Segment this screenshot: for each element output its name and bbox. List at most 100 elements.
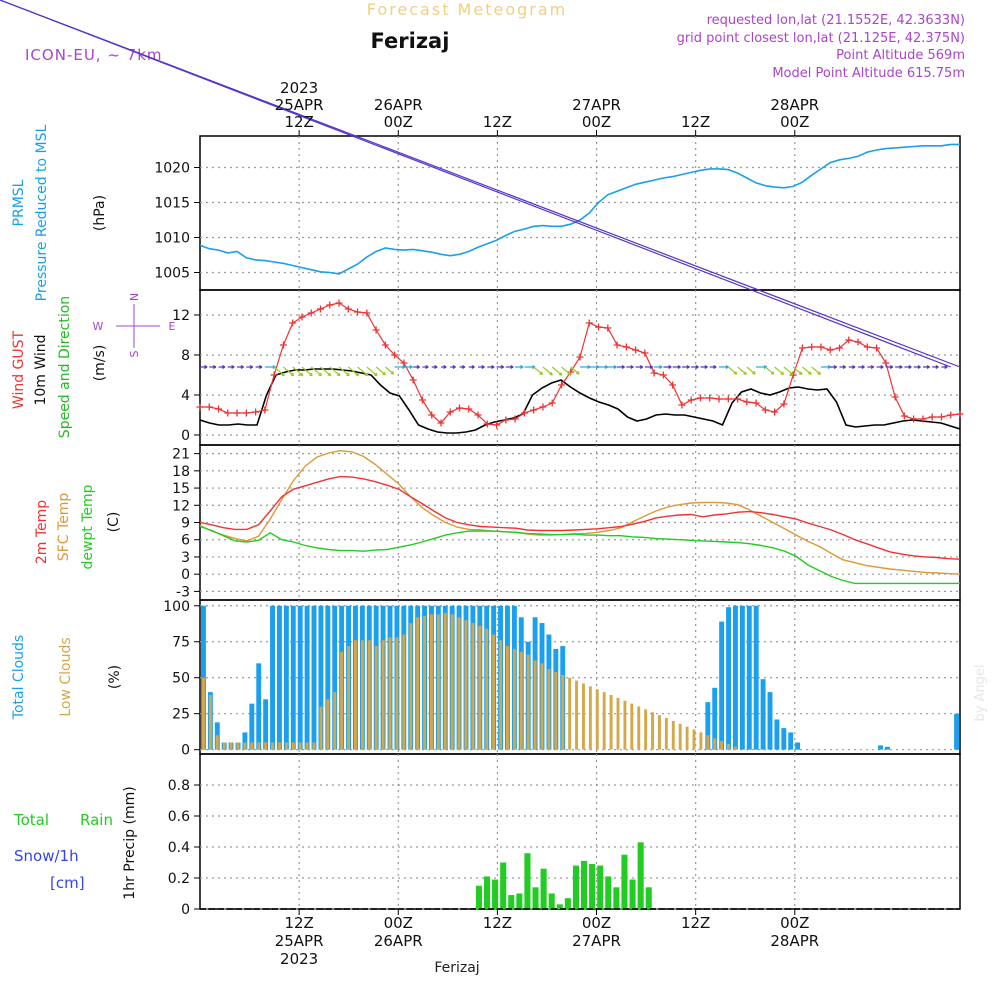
wind-arrow-shaft — [533, 366, 543, 375]
wind-arrow-head — [917, 365, 921, 369]
total-cloud-bar — [263, 699, 269, 750]
gust-marker — [641, 349, 649, 357]
wind-arrow-head — [908, 365, 912, 369]
low-cloud-bar — [464, 620, 468, 750]
wind-arrow — [932, 365, 939, 369]
low-cloud-bar — [471, 623, 475, 750]
wind-arrow-shaft — [320, 366, 332, 377]
y-tick-label: 9 — [181, 516, 190, 532]
wind-arrow-head — [752, 370, 756, 375]
wind-arrow-shaft — [561, 366, 571, 375]
y-tick-label: 75 — [172, 635, 190, 651]
wind-arrow-shaft — [0, 0, 961, 368]
gust-marker — [891, 393, 899, 401]
wind-arrow — [561, 366, 571, 376]
low-cloud-bar — [388, 637, 392, 750]
gust-marker — [233, 409, 241, 417]
prmsl-desc-label: Pressure Reduced to MSL — [34, 124, 50, 301]
gust-marker — [196, 403, 204, 411]
rain-bar — [589, 864, 596, 909]
wind-arrow-head — [213, 365, 217, 369]
gust-marker — [418, 396, 426, 404]
low-cloud-bar — [609, 694, 613, 750]
wind-arrow — [737, 366, 747, 375]
total-cloud-bar — [332, 605, 338, 750]
low-cloud-bar — [257, 742, 261, 750]
gust-marker — [252, 408, 260, 416]
wind-arrow — [681, 365, 690, 369]
gust-marker — [882, 359, 890, 367]
rain-bar — [581, 860, 588, 909]
wind-arrow-head — [659, 365, 663, 369]
y-tick-label: 21 — [172, 447, 190, 463]
gust-marker — [344, 305, 352, 313]
top-time-label: 00Z — [780, 113, 809, 131]
wind-arrow — [867, 365, 875, 369]
wind-arrow — [885, 365, 894, 369]
low-cloud-bar — [443, 612, 447, 750]
wind-arrow — [310, 366, 323, 377]
bottom-time-label: 12Z — [681, 914, 710, 932]
wind-arrow — [811, 366, 822, 375]
y-tick-label: 100 — [163, 599, 190, 615]
precip-panel — [199, 753, 961, 910]
gust-marker — [687, 396, 695, 404]
gust-marker — [391, 351, 399, 359]
low-cloud-bar — [727, 743, 730, 750]
gust-marker — [456, 404, 464, 412]
snow-label: Snow/1h — [14, 847, 79, 865]
wind-arrow-shaft — [338, 366, 350, 377]
wind-arrow — [598, 365, 609, 369]
gust-marker — [696, 394, 704, 402]
wind-arrow-head — [491, 365, 495, 369]
wind-arrow-head — [861, 365, 865, 369]
wind-arrow — [237, 365, 244, 369]
low-cloud-bar — [699, 732, 703, 750]
wind-arrow — [255, 365, 263, 369]
wind-arrow — [218, 365, 226, 369]
wind-labels: Wind GUST 10m Wind Speed and Direction (… — [11, 293, 176, 438]
wind-arrow-head — [743, 371, 747, 375]
y-tick-label: 0.8 — [168, 778, 190, 794]
wind-arrow — [375, 366, 386, 376]
rain-bar — [516, 893, 523, 909]
wind-arrow-shaft — [783, 366, 794, 375]
wind-arrow-head — [770, 371, 775, 375]
wind-arrow — [292, 366, 304, 377]
wind-arrow-head — [520, 365, 524, 369]
wind-arrow — [394, 365, 406, 369]
wind-arrow — [264, 365, 276, 369]
wind-arrow — [227, 365, 235, 369]
wind-arrow — [468, 365, 475, 369]
low-cloud-bar — [664, 718, 668, 750]
gust-marker — [734, 395, 742, 403]
wind-arrow-head — [899, 365, 903, 369]
gust-marker — [381, 341, 389, 349]
gust-marker — [715, 395, 723, 403]
rain-bar — [483, 876, 491, 909]
total-cloud-bar — [304, 605, 310, 750]
wind-arrow-shaft — [811, 366, 821, 375]
precip-labels: Total Rain Snow/1h [cm] 1hr Precip (mm) — [13, 786, 138, 899]
wind-arrow — [895, 365, 903, 369]
gust-marker — [279, 341, 287, 349]
wind-plot: 0 4 8 12 — [0, 0, 964, 444]
wind-arrow-head — [833, 365, 837, 369]
gust-marker — [557, 381, 565, 389]
y-tick-label: 15 — [172, 481, 190, 497]
wind-arrow — [478, 365, 485, 369]
rain-bar — [613, 887, 620, 909]
y-tick-label: 1020 — [154, 161, 190, 177]
gust-marker — [632, 346, 640, 354]
wind-arrow-head — [222, 365, 226, 369]
point-altitude: Point Altitude 569m — [836, 48, 965, 63]
wind-arrow — [663, 365, 672, 369]
wind-arrow — [802, 366, 812, 375]
wind-arrow — [644, 365, 653, 369]
top-time-label: 2023 — [280, 79, 318, 97]
rain-bar — [548, 893, 555, 909]
total-cloud-bar — [325, 605, 331, 750]
wind-arrow-head — [240, 365, 244, 369]
total-cloud-bar — [739, 605, 745, 750]
total-cloud-bar — [256, 663, 262, 750]
